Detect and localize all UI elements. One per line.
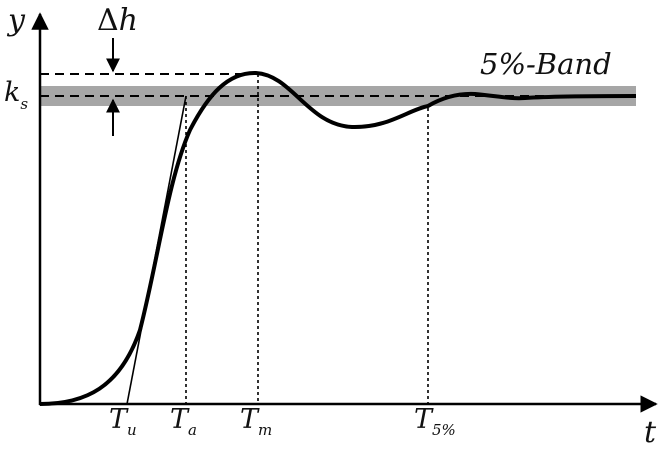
band-label: 5%-Band bbox=[480, 47, 612, 81]
step-response-curve bbox=[39, 70, 637, 406]
delta-var: h bbox=[119, 3, 138, 38]
delta-h-label: Δh bbox=[97, 3, 138, 38]
ks-main: k bbox=[4, 77, 20, 108]
tick-label-t5: T5% bbox=[414, 404, 456, 439]
ks-sub: s bbox=[20, 95, 28, 113]
tick-label-ta: Ta bbox=[170, 404, 197, 439]
tick-label-tm: Tm bbox=[240, 404, 272, 439]
ks-label: ks bbox=[4, 77, 28, 113]
y-axis-label: y bbox=[6, 3, 26, 38]
delta-symbol: Δ bbox=[97, 3, 119, 38]
tick-label-tu: Tu bbox=[109, 404, 137, 439]
x-axis-label: t bbox=[644, 415, 657, 446]
tolerance-band bbox=[40, 86, 636, 106]
